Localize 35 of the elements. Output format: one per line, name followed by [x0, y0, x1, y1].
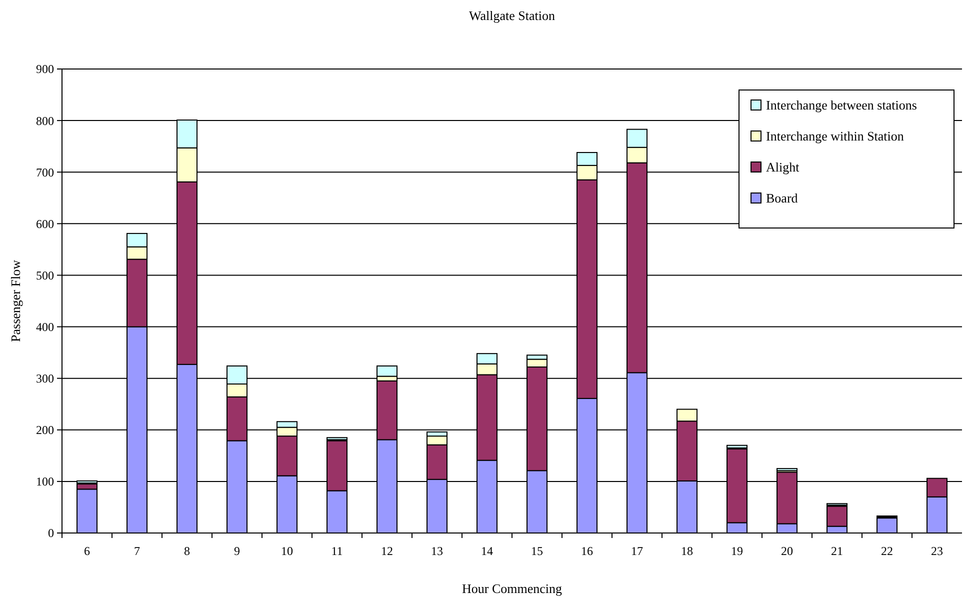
y-axis-title: Passenger Flow [8, 259, 23, 342]
y-tick-label: 700 [36, 165, 54, 180]
legend-label: Alight [766, 160, 800, 175]
x-tick-label: 18 [681, 544, 693, 558]
legend-label: Interchange within Station [766, 128, 904, 144]
x-tick-label: 12 [381, 544, 393, 558]
y-tick-label: 0 [48, 526, 54, 540]
y-tick-label: 300 [36, 372, 54, 386]
x-tick-label: 20 [781, 544, 793, 558]
y-tick-label: 200 [36, 423, 54, 438]
x-tick-label: 13 [431, 544, 443, 558]
legend-label: Interchange between stations [766, 98, 917, 113]
x-tick-label: 9 [234, 544, 240, 558]
legend-label: Board [766, 190, 798, 206]
x-tick-label: 14 [481, 544, 493, 558]
x-tick-label: 15 [531, 544, 543, 558]
y-tick-label: 600 [36, 216, 54, 231]
x-axis-title: Hour Commencing [462, 581, 563, 596]
y-tick-label: 100 [36, 474, 54, 489]
y-tick-label: 800 [36, 114, 54, 128]
y-tick-label: 400 [36, 320, 54, 334]
x-tick-label: 19 [731, 544, 743, 558]
x-tick-label: 22 [881, 544, 893, 558]
x-tick-label: 11 [331, 544, 343, 558]
x-tick-label: 16 [581, 544, 593, 558]
y-tick-label: 500 [36, 268, 54, 282]
x-tick-label: 10 [281, 544, 293, 558]
x-tick-label: 21 [831, 544, 843, 558]
chart-title: Wallgate Station [469, 8, 556, 23]
x-tick-label: 6 [84, 544, 90, 558]
x-tick-label: 8 [184, 544, 190, 558]
y-tick-label: 900 [36, 62, 54, 76]
x-tick-label: 23 [931, 544, 943, 558]
x-tick-label: 17 [631, 544, 643, 558]
x-tick-label: 7 [134, 544, 140, 558]
